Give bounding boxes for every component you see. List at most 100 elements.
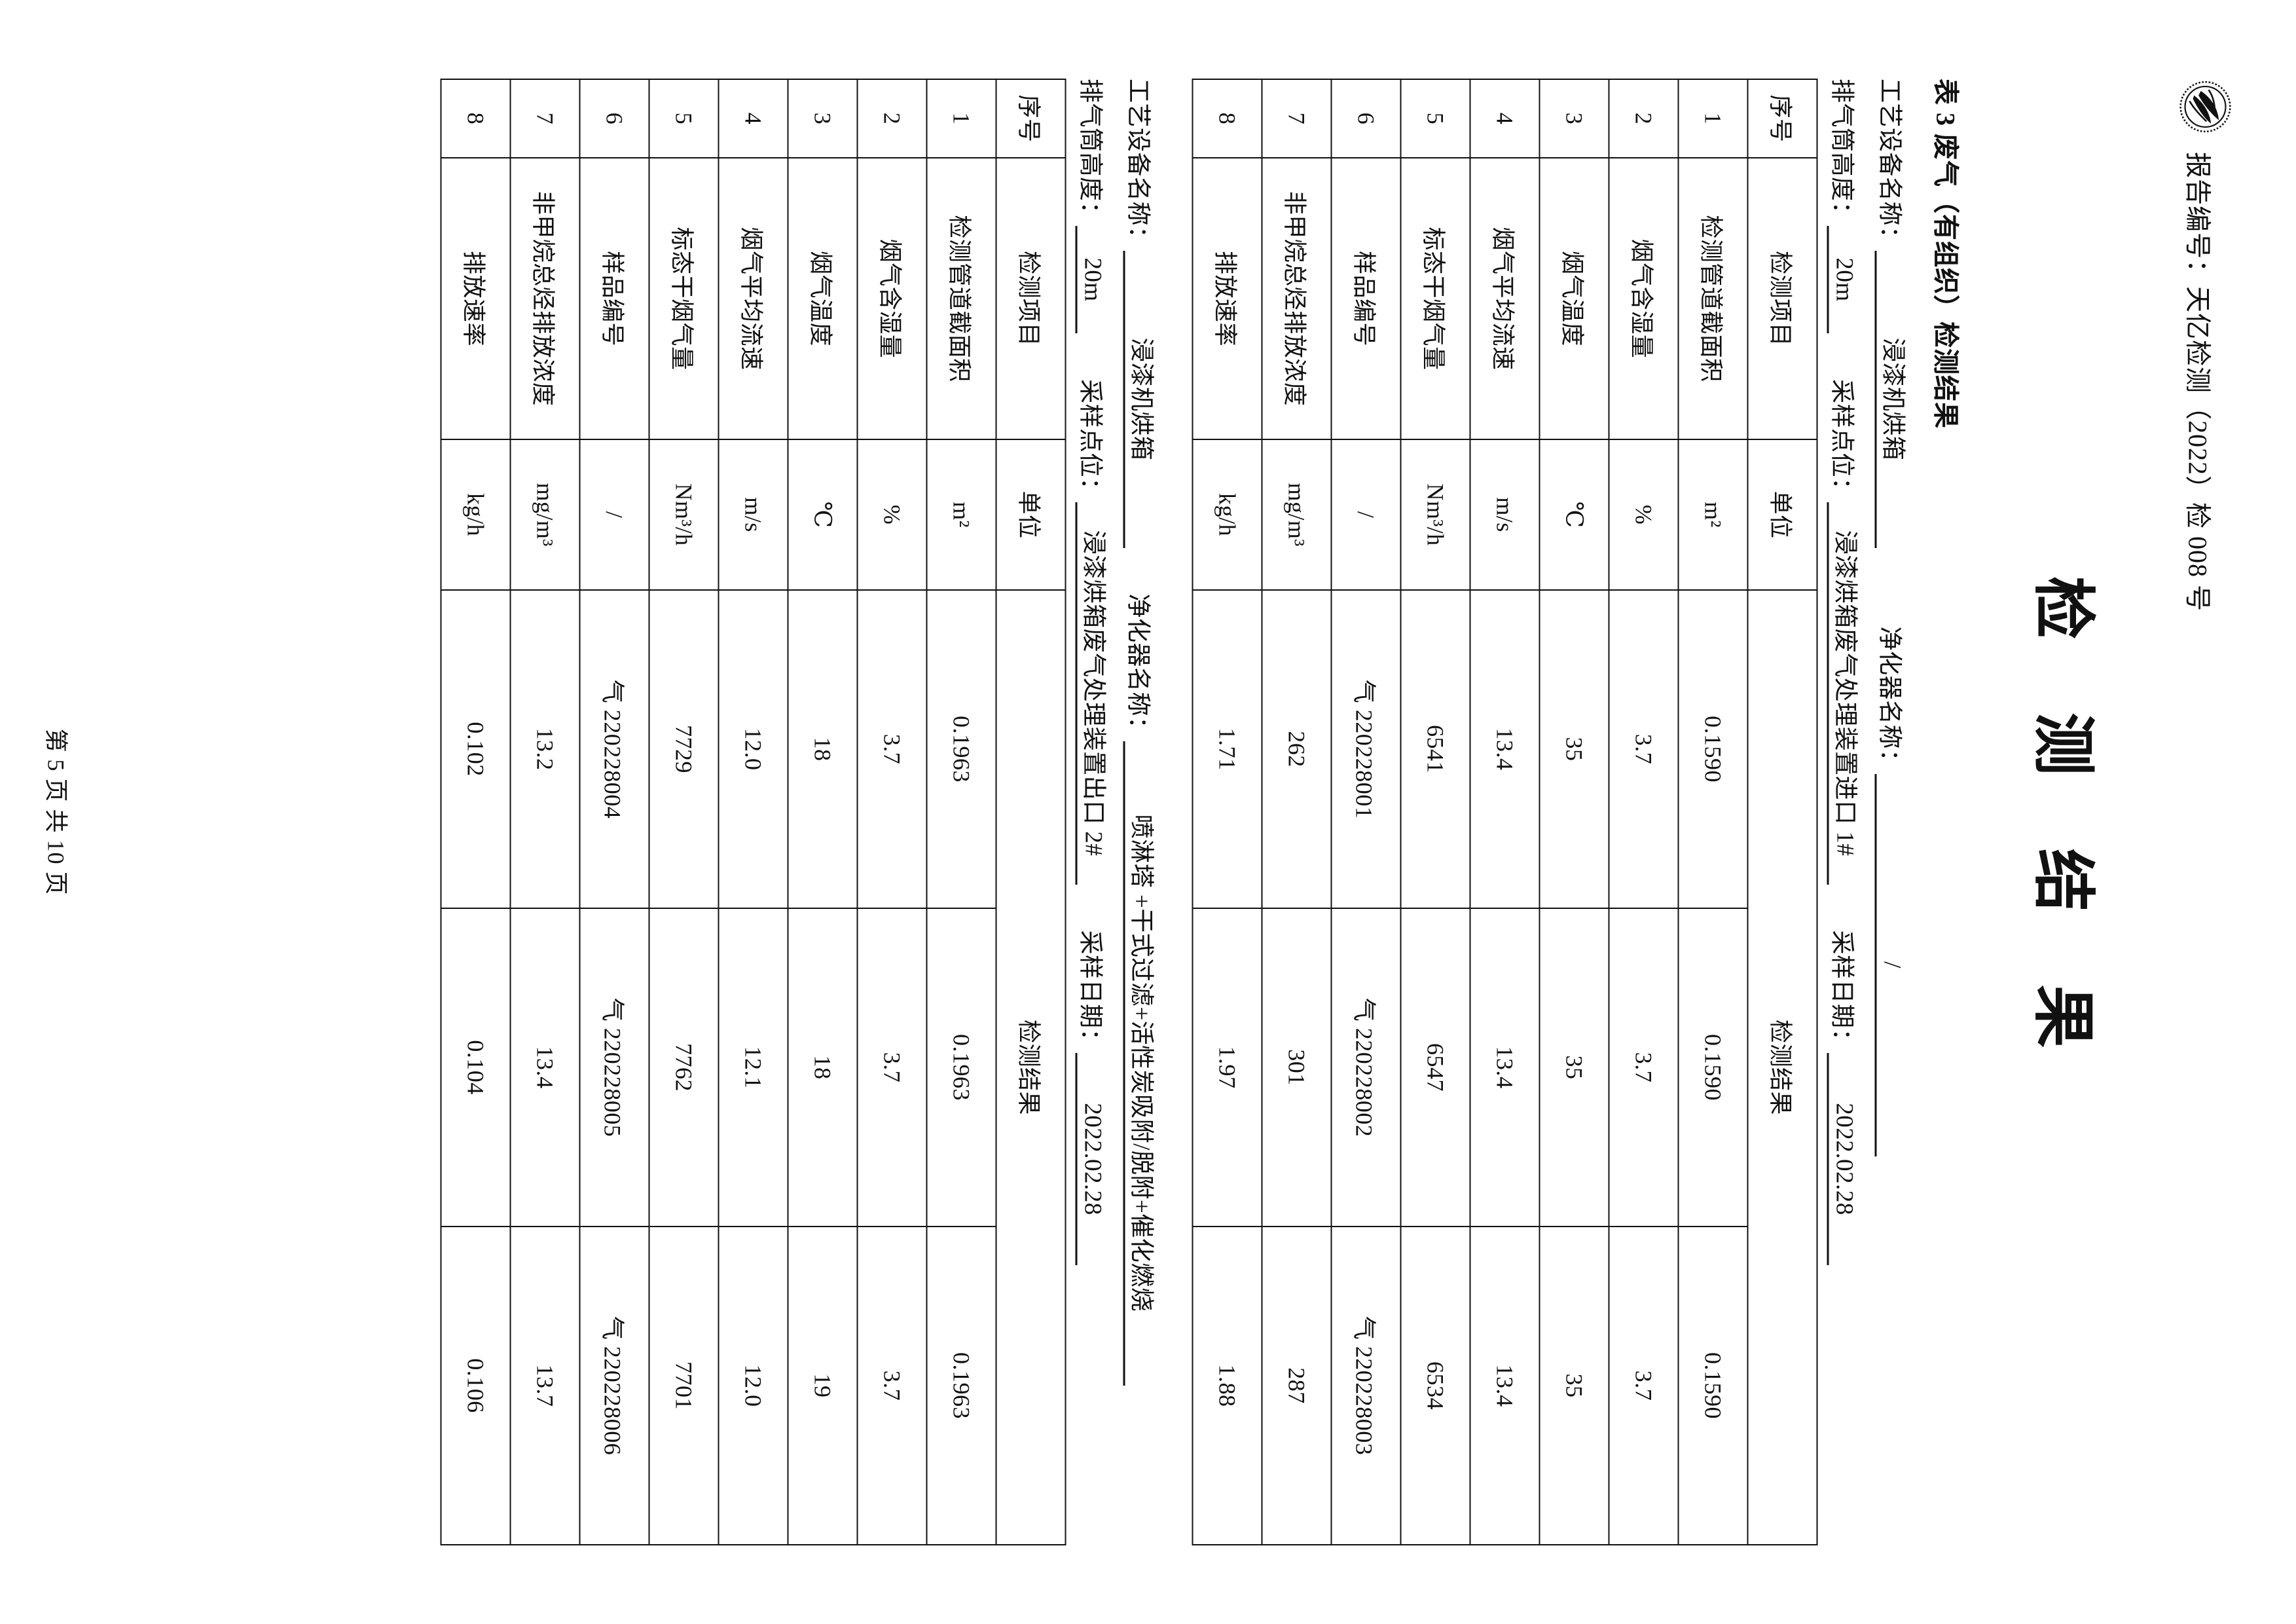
cell-result-3: 6534	[1400, 1227, 1470, 1545]
cell-result-2: 气 220228005	[579, 908, 649, 1227]
table-row: 4 烟气平均流速 m/s 13.4 13.4 13.4	[1470, 79, 1539, 1545]
equipment-name-value: 浸漆机烘箱	[1874, 250, 1913, 548]
cell-unit: ℃	[788, 439, 857, 590]
cell-seq: 7	[1262, 79, 1331, 158]
cell-seq: 7	[510, 79, 579, 158]
cell-result-3: 13.7	[510, 1227, 579, 1545]
table1-sampling-point-label: 采样点位：	[1828, 379, 1855, 502]
cell-result-3: 35	[1539, 1227, 1609, 1545]
cell-seq: 3	[788, 79, 857, 158]
cell-item: 标态干烟气量	[1400, 158, 1470, 439]
cell-item: 检测管道截面积	[926, 158, 996, 439]
table2-sampling-point-value: 浸漆烘箱废气处理装置出口 2#	[1075, 502, 1114, 885]
cell-result-2: 301	[1262, 908, 1331, 1227]
cell-result-2: 6547	[1400, 908, 1470, 1227]
cell-seq: 6	[579, 79, 649, 158]
cell-result-2: 7762	[649, 908, 718, 1227]
col-header-seq: 序号	[996, 79, 1065, 158]
cell-result-1: 12.0	[718, 590, 788, 908]
cell-result-2: 0.1590	[1678, 908, 1747, 1227]
equipment-name-value: 浸漆机烘箱	[1123, 250, 1161, 548]
cell-result-1: 3.7	[1609, 590, 1678, 908]
table-row: 6 样品编号 / 气 220228004 气 220228005 气 22022…	[579, 79, 649, 1545]
table2-purifier-label: 净化器名称：	[1124, 593, 1151, 741]
cell-result-2: 18	[788, 908, 857, 1227]
table-row: 1 检测管道截面积 m² 0.1590 0.1590 0.1590	[1678, 79, 1747, 1545]
cell-result-1: 0.102	[441, 590, 510, 908]
cell-seq: 3	[1539, 79, 1609, 158]
table1-purifier-value: /	[1874, 773, 1906, 1156]
cell-result-1: 0.1590	[1678, 590, 1747, 908]
table1-sampling-date: 采样日期： 2022.02.28	[1827, 930, 1862, 1265]
table-header-row: 序号 检测项目 单位 检测结果	[996, 79, 1065, 1545]
cell-seq: 6	[1331, 79, 1400, 158]
cell-result-1: 18	[788, 590, 857, 908]
table1-purifier-label: 净化器名称：	[1876, 626, 1903, 774]
col-header-seq: 序号	[1747, 79, 1817, 158]
cell-result-1: 0.1963	[926, 590, 996, 908]
cell-item: 非甲烷总烃排放浓度	[510, 158, 579, 439]
cell-unit: mg/m³	[1262, 439, 1331, 590]
cell-item: 烟气含湿量	[1609, 158, 1678, 439]
cell-result-2: 13.4	[510, 908, 579, 1227]
cell-unit: m²	[926, 439, 996, 590]
col-header-results: 检测结果	[1747, 590, 1817, 1545]
cell-result-2: 1.97	[1192, 908, 1262, 1227]
equipment-name: 工艺设备名称： 浸漆机烘箱	[1874, 79, 1913, 548]
table2-sampling-date-value: 2022.02.28	[1075, 1053, 1106, 1265]
cell-result-1: 气 220228004	[579, 590, 649, 908]
table2-sampling-point: 采样点位： 浸漆烘箱废气处理装置出口 2#	[1075, 379, 1114, 885]
cell-item: 烟气温度	[1539, 158, 1609, 439]
table1-purifier: 净化器名称： /	[1874, 627, 1910, 1156]
cell-result-1: 气 220228001	[1331, 590, 1400, 908]
stack-height-value: 20m	[1827, 226, 1858, 333]
cell-seq: 5	[649, 79, 718, 158]
cell-result-3: 13.4	[1470, 1227, 1539, 1545]
cell-unit: %	[857, 439, 926, 590]
table-row: 2 烟气含湿量 % 3.7 3.7 3.7	[1609, 79, 1678, 1545]
col-header-item: 检测项目	[996, 158, 1065, 439]
cell-item: 排放速率	[1192, 158, 1262, 439]
table2-equipment-row: 工艺设备名称： 浸漆机烘箱 净化器名称： 喷淋塔 +干式过滤+活性炭吸附/脱附+…	[1123, 79, 1161, 1545]
table1-stack-row: 排气筒高度： 20m 采样点位： 浸漆烘箱废气处理装置进口 1# 采样日期： 2…	[1827, 79, 1865, 1545]
cell-unit: m/s	[718, 439, 788, 590]
equipment-name-label: 工艺设备名称：	[1876, 79, 1903, 251]
table-caption: 表 3 废气（有组织）检测结果	[1931, 79, 1960, 429]
col-header-results: 检测结果	[996, 590, 1065, 1545]
cell-seq: 4	[718, 79, 788, 158]
col-header-item: 检测项目	[1747, 158, 1817, 439]
cell-unit: m²	[1678, 439, 1747, 590]
cell-item: 检测管道截面积	[1678, 158, 1747, 439]
stack-height-label: 排气筒高度：	[1076, 79, 1103, 226]
cell-result-3: 1.88	[1192, 1227, 1262, 1545]
cell-result-2: 12.1	[718, 908, 788, 1227]
table1-sampling-point: 采样点位： 浸漆烘箱废气处理装置进口 1#	[1827, 379, 1865, 885]
page-footer: 第 5 页 共 10 页	[43, 728, 69, 896]
table-row: 5 标态干烟气量 Nm³/h 7729 7762 7701	[649, 79, 718, 1545]
stack-height-label: 排气筒高度：	[1828, 79, 1855, 226]
cell-result-1: 6541	[1400, 590, 1470, 908]
table2-sampling-date: 采样日期： 2022.02.28	[1075, 931, 1110, 1265]
cell-unit: /	[579, 439, 649, 590]
report-number-value: 天亿检测（2022）检 008 号	[2183, 286, 2212, 612]
table1-sampling-date-label: 采样日期：	[1828, 930, 1855, 1054]
cell-seq: 5	[1400, 79, 1470, 158]
report-number: 报告编号：天亿检测（2022）检 008 号	[2177, 152, 2219, 612]
cell-result-3: 0.106	[441, 1227, 510, 1545]
company-seal-logo-icon	[2177, 79, 2233, 135]
report-number-label: 报告编号：	[2183, 152, 2212, 286]
cell-item: 烟气含湿量	[857, 158, 926, 439]
table2-sampling-point-label: 采样点位：	[1076, 379, 1103, 502]
cell-seq: 8	[1192, 79, 1262, 158]
col-header-unit: 单位	[1747, 439, 1817, 590]
cell-unit: kg/h	[1192, 439, 1262, 590]
stack-height: 排气筒高度： 20m	[1075, 79, 1110, 333]
table-row: 7 非甲烷总烃排放浓度 mg/m³ 13.2 13.4 13.7	[510, 79, 579, 1545]
cell-result-3: 气 220228003	[1331, 1227, 1400, 1545]
cell-item: 烟气平均流速	[718, 158, 788, 439]
cell-seq: 2	[857, 79, 926, 158]
table-exhaust-outlet: 序号 检测项目 单位 检测结果 1 检测管道截面积 m² 0.1963 0.19…	[440, 79, 1066, 1545]
cell-result-2: 13.4	[1470, 908, 1539, 1227]
